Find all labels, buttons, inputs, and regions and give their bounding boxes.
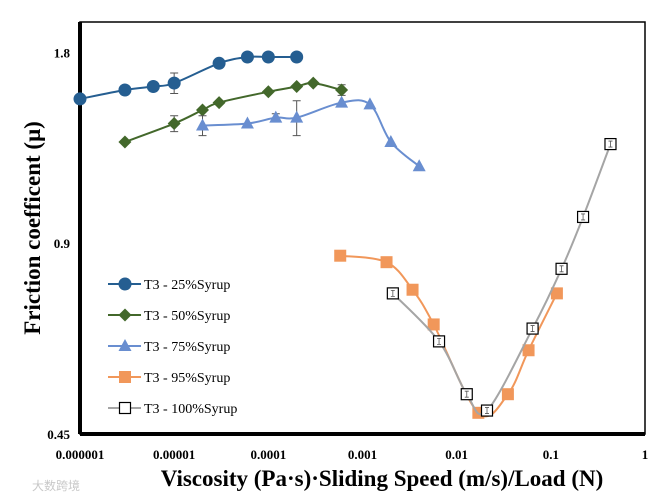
data-point [335,95,349,108]
x-tick-label: 1 [642,447,649,462]
data-point [167,76,181,90]
data-point [306,76,320,90]
legend-item: T3 - 25%Syrup [108,277,230,293]
data-point [146,80,160,94]
data-point [118,135,132,149]
legend-label: T3 - 100%Syrup [144,402,237,417]
legend-marker [118,308,132,322]
data-point [212,56,226,70]
error-bar [437,337,442,345]
error-bar [390,289,395,297]
data-point [196,103,210,117]
series-line [340,254,558,418]
data-point [261,85,275,99]
data-point [240,116,254,129]
series-open-square [386,137,617,417]
legend-label: T3 - 25%Syrup [144,278,230,293]
legend-marker [118,401,132,415]
data-point [406,283,419,296]
data-point [240,50,254,64]
y-tick-label: 0.9 [54,236,71,251]
data-point [269,110,283,123]
data-point [290,80,304,94]
error-bar [608,140,613,148]
data-point [167,117,181,131]
x-tick-label: 0.00001 [153,447,195,462]
series-triangle [196,95,426,172]
data-point [212,96,226,110]
series-diamond [118,76,349,149]
data-point [290,110,304,123]
series-circle [73,50,304,106]
data-point [427,318,440,331]
data-point [334,249,347,262]
legend-label: T3 - 50%Syrup [144,309,230,324]
x-axis-title: Viscosity (Pa·s)·Sliding Speed (m/s)/Loa… [161,466,604,491]
data-point [118,83,132,97]
data-point [335,83,349,97]
error-bar [485,407,490,414]
series-line [392,143,612,416]
legend-marker [118,339,132,351]
error-bar [530,325,535,332]
y-axis-title: Friction coefficent (μ) [20,121,45,335]
data-point [522,344,535,357]
series-line [124,82,342,143]
x-tick-label: 0.001 [348,447,377,462]
data-point [550,287,563,300]
y-tick-label: 1.8 [54,45,71,60]
legend-item: T3 - 50%Syrup [108,308,230,324]
x-tick-label: 0.01 [445,447,468,462]
data-point [363,97,377,110]
data-point [290,50,304,64]
error-bar [559,265,564,273]
x-tick-label: 0.0001 [250,447,286,462]
x-tick-label: 0.1 [543,447,559,462]
data-point [196,118,210,131]
data-point [412,159,426,172]
y-tick-label: 0.45 [47,427,70,442]
legend-item: T3 - 100%Syrup [108,401,237,417]
legend-marker [119,371,131,383]
error-bar [581,213,586,221]
legend-marker [118,277,132,291]
series-line [202,99,420,168]
data-point [501,388,514,401]
data-point [380,256,393,269]
watermark: 大数跨境 [32,478,80,493]
legend-item: T3 - 75%Syrup [108,339,230,355]
error-bar [464,390,469,398]
legend-item: T3 - 95%Syrup [108,371,230,386]
legend-label: T3 - 95%Syrup [144,371,230,386]
x-tick-label: 0.000001 [56,447,105,462]
data-point [384,134,398,147]
data-point [73,92,87,106]
data-point [261,50,275,64]
legend-label: T3 - 75%Syrup [144,340,230,355]
